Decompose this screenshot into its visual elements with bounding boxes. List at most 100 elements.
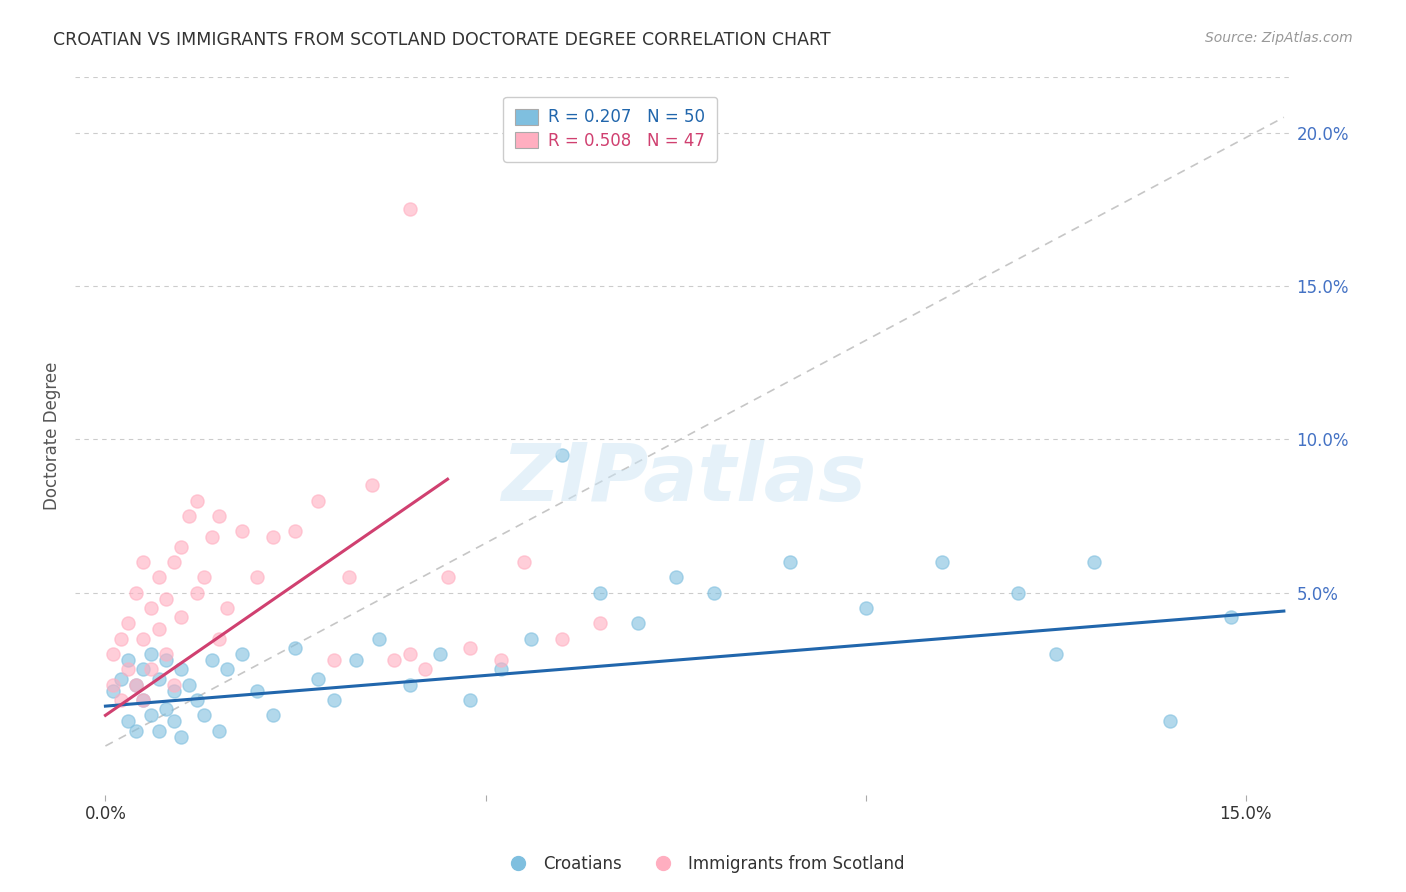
Point xyxy=(779,555,801,569)
Point xyxy=(117,616,139,631)
Point xyxy=(307,672,329,686)
Point xyxy=(132,693,155,707)
Point xyxy=(382,653,405,667)
Point xyxy=(1159,714,1181,729)
Point xyxy=(139,601,162,615)
Point xyxy=(139,662,162,676)
Point xyxy=(208,632,231,646)
Point xyxy=(398,647,420,661)
Point xyxy=(489,662,512,676)
Point xyxy=(193,570,215,584)
Point xyxy=(550,448,572,462)
Y-axis label: Doctorate Degree: Doctorate Degree xyxy=(44,362,60,510)
Point xyxy=(139,647,162,661)
Legend: R = 0.207   N = 50, R = 0.508   N = 47: R = 0.207 N = 50, R = 0.508 N = 47 xyxy=(503,96,717,161)
Point xyxy=(186,493,208,508)
Point xyxy=(460,640,482,655)
Point xyxy=(117,653,139,667)
Point xyxy=(101,683,124,698)
Point xyxy=(398,678,420,692)
Point xyxy=(665,570,688,584)
Point xyxy=(284,524,307,539)
Point xyxy=(125,678,148,692)
Point xyxy=(193,708,215,723)
Point xyxy=(246,570,269,584)
Point xyxy=(170,662,193,676)
Point xyxy=(360,478,382,492)
Point xyxy=(460,693,482,707)
Point xyxy=(322,653,344,667)
Point xyxy=(208,508,231,523)
Point xyxy=(489,653,512,667)
Point xyxy=(125,723,148,738)
Point xyxy=(588,616,610,631)
Point xyxy=(215,662,238,676)
Point xyxy=(1219,610,1241,624)
Point xyxy=(170,540,193,554)
Point xyxy=(201,653,224,667)
Point xyxy=(125,678,148,692)
Point xyxy=(246,683,269,698)
Text: CROATIAN VS IMMIGRANTS FROM SCOTLAND DOCTORATE DEGREE CORRELATION CHART: CROATIAN VS IMMIGRANTS FROM SCOTLAND DOC… xyxy=(53,31,831,49)
Point xyxy=(368,632,391,646)
Point xyxy=(139,708,162,723)
Point xyxy=(855,601,877,615)
Point xyxy=(177,678,200,692)
Point xyxy=(520,632,543,646)
Point xyxy=(163,714,186,729)
Point xyxy=(155,591,177,606)
Point xyxy=(163,678,186,692)
Point xyxy=(170,610,193,624)
Point xyxy=(512,555,534,569)
Point xyxy=(155,653,177,667)
Point xyxy=(148,570,170,584)
Point xyxy=(307,493,329,508)
Point xyxy=(155,702,177,716)
Point xyxy=(125,585,148,599)
Point xyxy=(413,662,436,676)
Point xyxy=(132,555,155,569)
Point xyxy=(101,678,124,692)
Point xyxy=(155,647,177,661)
Point xyxy=(117,714,139,729)
Point xyxy=(322,693,344,707)
Point xyxy=(931,555,953,569)
Point xyxy=(201,531,224,545)
Point xyxy=(163,555,186,569)
Point xyxy=(429,647,451,661)
Point xyxy=(148,623,170,637)
Point xyxy=(148,723,170,738)
Point xyxy=(177,508,200,523)
Point xyxy=(262,708,284,723)
Point xyxy=(208,723,231,738)
Point xyxy=(110,632,132,646)
Point xyxy=(436,570,458,584)
Point xyxy=(626,616,648,631)
Point xyxy=(231,647,253,661)
Point xyxy=(284,640,307,655)
Point xyxy=(132,632,155,646)
Point xyxy=(398,202,420,217)
Point xyxy=(170,730,193,744)
Point xyxy=(588,585,610,599)
Point xyxy=(110,672,132,686)
Point xyxy=(262,531,284,545)
Point xyxy=(1045,647,1067,661)
Text: ZIPatlas: ZIPatlas xyxy=(501,441,866,518)
Text: Source: ZipAtlas.com: Source: ZipAtlas.com xyxy=(1205,31,1353,45)
Point xyxy=(163,683,186,698)
Point xyxy=(550,632,572,646)
Point xyxy=(231,524,253,539)
Point xyxy=(186,693,208,707)
Point xyxy=(1083,555,1105,569)
Point xyxy=(132,693,155,707)
Point xyxy=(703,585,725,599)
Point xyxy=(215,601,238,615)
Point xyxy=(1007,585,1029,599)
Legend: Croatians, Immigrants from Scotland: Croatians, Immigrants from Scotland xyxy=(495,848,911,880)
Point xyxy=(110,693,132,707)
Point xyxy=(337,570,360,584)
Point xyxy=(101,647,124,661)
Point xyxy=(148,672,170,686)
Point xyxy=(132,662,155,676)
